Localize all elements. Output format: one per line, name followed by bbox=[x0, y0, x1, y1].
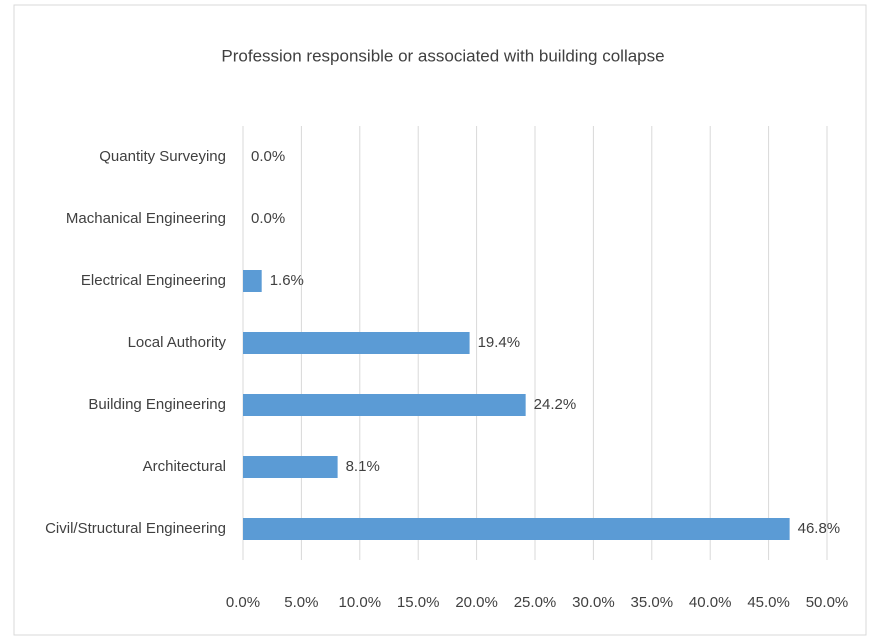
chart-title: Profession responsible or associated wit… bbox=[221, 46, 664, 65]
x-tick-label: 30.0% bbox=[572, 594, 615, 611]
x-tick-label: 35.0% bbox=[631, 594, 674, 611]
x-tick-label: 50.0% bbox=[806, 594, 849, 611]
y-tick-label: Electrical Engineering bbox=[81, 272, 226, 289]
x-tick-label: 45.0% bbox=[747, 594, 790, 611]
x-tick-label: 0.0% bbox=[226, 594, 260, 611]
x-tick-label: 5.0% bbox=[284, 594, 318, 611]
x-tick-label: 10.0% bbox=[339, 594, 382, 611]
x-tick-label: 40.0% bbox=[689, 594, 732, 611]
y-tick-label: Civil/Structural Engineering bbox=[45, 520, 226, 537]
y-tick-label: Local Authority bbox=[128, 334, 227, 351]
bar bbox=[243, 394, 526, 416]
data-label: 46.8% bbox=[798, 520, 841, 537]
chart-border bbox=[13, 4, 867, 636]
x-tick-label: 20.0% bbox=[455, 594, 498, 611]
y-tick-label: Building Engineering bbox=[88, 396, 226, 413]
x-tick-label: 25.0% bbox=[514, 594, 557, 611]
y-tick-label: Quantity Surveying bbox=[99, 148, 226, 165]
y-tick-label: Machanical Engineering bbox=[66, 210, 226, 227]
data-label: 0.0% bbox=[251, 210, 285, 227]
data-label: 1.6% bbox=[270, 272, 304, 289]
bar bbox=[243, 270, 262, 292]
data-label: 8.1% bbox=[346, 458, 380, 475]
bar bbox=[243, 332, 470, 354]
x-tick-label: 15.0% bbox=[397, 594, 440, 611]
data-label: 0.0% bbox=[251, 148, 285, 165]
data-label: 24.2% bbox=[534, 396, 577, 413]
data-label: 19.4% bbox=[478, 334, 521, 351]
y-tick-label: Architectural bbox=[143, 458, 226, 475]
bar bbox=[243, 456, 338, 478]
bar bbox=[243, 518, 790, 540]
